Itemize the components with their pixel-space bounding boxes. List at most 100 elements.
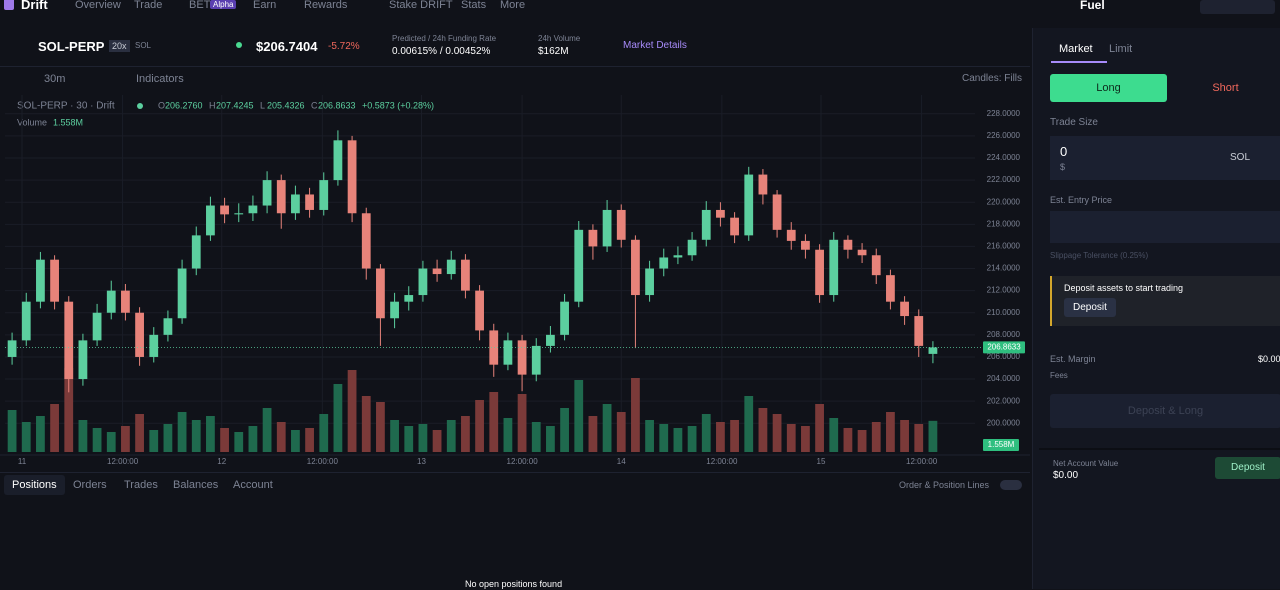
- volume-bar: [446, 420, 456, 452]
- top-nav: Drift Overview Trade BET Alpha Earn Rewa…: [0, 0, 1280, 14]
- candle-body: [347, 140, 357, 214]
- nav-item[interactable]: More: [500, 0, 526, 11]
- candle-body: [588, 229, 598, 247]
- candle-body: [871, 255, 881, 276]
- market-details[interactable]: Market Details: [623, 40, 687, 51]
- volume-name: Volume: [17, 117, 47, 127]
- volume-bar: [843, 428, 853, 452]
- candle-body: [276, 180, 286, 214]
- candle-body: [574, 229, 584, 302]
- nav-item[interactable]: Overview: [75, 0, 121, 11]
- tab[interactable]: Trades: [124, 479, 158, 491]
- x-tick-label: 15: [817, 457, 826, 466]
- asset[interactable]: SOL: [1230, 152, 1251, 163]
- nav-item[interactable]: Stake DRIFT: [389, 0, 453, 11]
- tab[interactable]: Account: [233, 479, 273, 491]
- margin-value: $0.00: [1258, 354, 1280, 364]
- trade-panel: Market Limit Long Short Trade Size 0 $ S…: [1032, 28, 1280, 589]
- wallet[interactable]: [1200, 0, 1275, 14]
- volume-bar: [687, 426, 697, 452]
- volume-bar: [716, 422, 725, 452]
- funding-label: Predicted / 24h Funding Rate: [392, 34, 497, 43]
- order-tab[interactable]: Market: [1059, 43, 1093, 55]
- legend-value: 206.8633: [318, 100, 356, 110]
- y-tick-label: 210.0000: [987, 308, 1021, 317]
- volume-bar: [730, 420, 739, 452]
- submit-button[interactable]: Deposit & Long: [1050, 394, 1280, 428]
- y-tick-label: 204.0000: [987, 374, 1021, 383]
- volume-bar: [659, 424, 669, 452]
- volume-bar: [616, 412, 626, 452]
- long-button[interactable]: Long: [1050, 74, 1167, 102]
- chart-title: SOL-PERP · 30 · Drift: [17, 101, 115, 112]
- order-tab[interactable]: Limit: [1109, 43, 1133, 55]
- fuel[interactable]: Fuel: [1080, 0, 1105, 12]
- status-dot: [236, 42, 242, 48]
- candle-body: [829, 239, 839, 296]
- candle-body: [305, 194, 314, 210]
- volume-value: $162M: [538, 46, 569, 57]
- candle-body: [234, 213, 244, 215]
- volume-label: 24h Volume: [538, 34, 581, 43]
- tab[interactable]: Orders: [73, 479, 107, 491]
- candle-body: [390, 301, 399, 319]
- nav-item[interactable]: Trade: [134, 0, 163, 11]
- legend-value: 206.2760: [165, 100, 203, 110]
- volume-bar: [645, 420, 654, 452]
- lines-toggle[interactable]: Order & Position Lines: [899, 480, 990, 490]
- candle-body: [687, 239, 697, 256]
- volume-bar: [319, 414, 329, 452]
- volume-bar: [333, 384, 343, 452]
- badge: Alpha: [210, 0, 237, 9]
- legend-value: 207.4245: [216, 100, 254, 110]
- volume-bar: [461, 416, 470, 452]
- y-tick-label: 224.0000: [987, 153, 1021, 162]
- volume-bar: [631, 378, 640, 452]
- tab[interactable]: Balances: [173, 479, 219, 491]
- volume-bar: [574, 380, 584, 452]
- deposit-button[interactable]: Deposit: [1215, 457, 1280, 479]
- symbol[interactable]: SOL-PERP: [38, 39, 105, 54]
- candle-body: [857, 249, 867, 256]
- volume-bar: [376, 402, 385, 452]
- candle-body: [928, 347, 938, 354]
- volume-bar: [489, 392, 499, 452]
- slippage[interactable]: Slippage Tolerance (0.25%): [1050, 251, 1149, 260]
- candle-body: [163, 318, 173, 335]
- candles-mode[interactable]: Candles: Fills: [962, 73, 1023, 84]
- candle-body: [631, 239, 640, 296]
- candle-body: [149, 334, 159, 357]
- volume-bar: [418, 424, 428, 452]
- nav-item[interactable]: BET: [189, 0, 211, 11]
- tab[interactable]: Positions: [4, 475, 65, 495]
- interval[interactable]: 30m: [44, 73, 66, 85]
- short-button[interactable]: Short: [1212, 82, 1239, 94]
- nav-item[interactable]: Stats: [461, 0, 487, 11]
- nav-item[interactable]: Earn: [253, 0, 277, 11]
- toggle[interactable]: [1000, 480, 1022, 490]
- x-tick-label: 11: [18, 457, 27, 466]
- volume-bar: [361, 396, 371, 452]
- indicators[interactable]: Indicators: [136, 73, 184, 85]
- status-dot: [137, 103, 143, 109]
- size-input[interactable]: 0 $ SOL: [1050, 136, 1280, 180]
- candle-body: [191, 235, 201, 269]
- candle-body: [772, 194, 782, 230]
- candle-body: [843, 239, 853, 250]
- deposit-button[interactable]: Deposit: [1064, 298, 1116, 317]
- volume-bar: [149, 430, 159, 452]
- volume-bar: [234, 432, 244, 452]
- nav-item[interactable]: Rewards: [304, 0, 348, 11]
- empty-state: No open positions found: [465, 579, 563, 589]
- volume-bar: [248, 426, 258, 452]
- price-tag-label: 206.8633: [987, 343, 1021, 352]
- legend-change: +0.5873 (+0.28%): [362, 100, 434, 110]
- volume-value: 1.558M: [53, 117, 83, 127]
- volume-bar: [220, 428, 229, 452]
- candle-body: [446, 259, 456, 275]
- brand[interactable]: Drift: [21, 0, 48, 12]
- y-tick-label: 216.0000: [987, 242, 1021, 251]
- volume-bar: [475, 400, 484, 452]
- y-tick-label: 220.0000: [987, 197, 1021, 206]
